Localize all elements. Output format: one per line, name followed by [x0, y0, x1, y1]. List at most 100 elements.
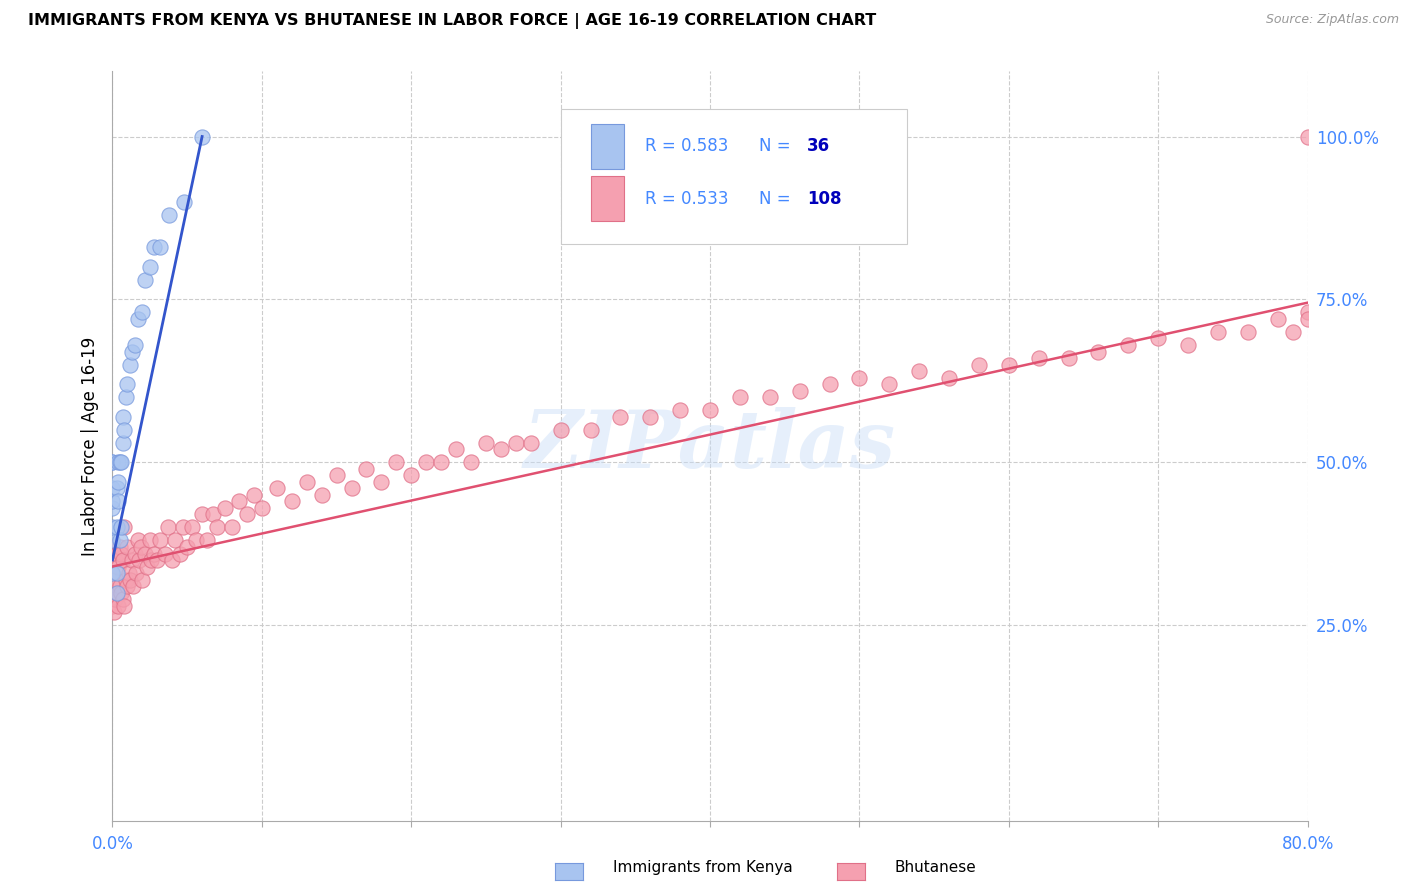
Point — [1206, 325, 1229, 339]
Point — [967, 358, 990, 372]
Point — [131, 573, 153, 587]
Point — [295, 475, 318, 489]
Point — [127, 312, 149, 326]
Point — [1281, 325, 1303, 339]
Point — [101, 585, 124, 599]
Point — [266, 481, 288, 495]
Point — [186, 533, 208, 548]
Point — [101, 566, 124, 580]
Point — [118, 566, 141, 580]
Point — [124, 338, 146, 352]
Text: ZIPatlas: ZIPatlas — [524, 408, 896, 484]
Point — [370, 475, 392, 489]
Point — [149, 240, 172, 254]
Point — [1087, 344, 1109, 359]
Point — [139, 533, 162, 548]
Point — [205, 520, 228, 534]
Point — [325, 468, 347, 483]
Point — [101, 533, 124, 548]
Point — [139, 260, 162, 274]
Point — [101, 540, 124, 554]
Point — [121, 344, 143, 359]
Point — [938, 370, 960, 384]
Text: 36: 36 — [807, 137, 830, 155]
Point — [162, 553, 183, 567]
Point — [107, 475, 129, 489]
Point — [101, 455, 124, 469]
FancyBboxPatch shape — [561, 109, 907, 244]
Point — [640, 409, 662, 424]
Point — [180, 520, 202, 534]
Point — [789, 384, 811, 398]
Point — [114, 520, 135, 534]
Point — [195, 533, 218, 548]
Point — [1296, 129, 1319, 144]
Point — [105, 547, 128, 561]
Point — [141, 553, 163, 567]
Point — [111, 409, 134, 424]
Point — [201, 508, 224, 522]
Point — [101, 481, 124, 495]
Point — [385, 455, 408, 469]
Text: Bhutanese: Bhutanese — [894, 861, 976, 875]
Point — [236, 508, 259, 522]
Point — [228, 494, 250, 508]
Point — [101, 500, 124, 515]
Point — [191, 508, 214, 522]
Point — [1177, 338, 1199, 352]
Point — [135, 559, 157, 574]
Point — [143, 547, 166, 561]
Point — [818, 377, 841, 392]
Point — [1237, 325, 1260, 339]
Y-axis label: In Labor Force | Age 16-19: In Labor Force | Age 16-19 — [80, 336, 98, 556]
Point — [848, 370, 870, 384]
Point — [221, 520, 243, 534]
Point — [340, 481, 363, 495]
Point — [460, 455, 482, 469]
Point — [111, 553, 134, 567]
Bar — [591, 124, 624, 169]
Point — [1118, 338, 1140, 352]
Text: N =: N = — [759, 190, 796, 208]
Point — [609, 409, 631, 424]
Point — [401, 468, 423, 483]
Point — [1028, 351, 1050, 365]
Point — [107, 455, 129, 469]
Point — [134, 273, 156, 287]
Point — [104, 553, 127, 567]
Point — [110, 455, 132, 469]
Point — [131, 305, 153, 319]
Point — [520, 435, 543, 450]
Text: 108: 108 — [807, 190, 841, 208]
Point — [108, 540, 131, 554]
Text: R = 0.533: R = 0.533 — [645, 190, 728, 208]
Point — [105, 585, 128, 599]
Point — [1057, 351, 1080, 365]
Point — [129, 540, 152, 554]
Point — [101, 494, 124, 508]
Point — [117, 579, 139, 593]
Point — [998, 358, 1021, 372]
Point — [475, 435, 498, 450]
Text: Source: ZipAtlas.com: Source: ZipAtlas.com — [1265, 13, 1399, 27]
Point — [728, 390, 751, 404]
Point — [103, 573, 125, 587]
Point — [444, 442, 467, 457]
Text: Immigrants from Kenya: Immigrants from Kenya — [613, 861, 793, 875]
Point — [505, 435, 527, 450]
Point — [1147, 331, 1170, 345]
Point — [105, 520, 128, 534]
Point — [105, 481, 128, 495]
Point — [579, 423, 602, 437]
Point — [669, 403, 692, 417]
Point — [103, 605, 125, 619]
Point — [1296, 312, 1319, 326]
Point — [908, 364, 931, 378]
Point — [107, 559, 129, 574]
Point — [115, 573, 138, 587]
Point — [134, 547, 156, 561]
Point — [149, 533, 172, 548]
Point — [122, 579, 145, 593]
Point — [169, 547, 191, 561]
Point — [879, 377, 901, 392]
